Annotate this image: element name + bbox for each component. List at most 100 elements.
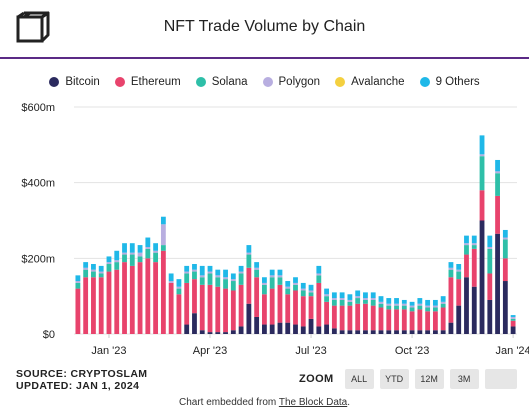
- bar-segment-bitcoin[interactable]: [355, 330, 361, 334]
- bar-segment-ethereum[interactable]: [129, 265, 135, 334]
- bar-segment-solana[interactable]: [417, 305, 423, 310]
- bar-segment-ethereum[interactable]: [246, 267, 252, 304]
- bar-segment-ethereum[interactable]: [464, 254, 469, 278]
- bar-segment-solana[interactable]: [98, 273, 104, 278]
- bar-segment-polygon[interactable]: [277, 275, 283, 278]
- bar-segment-polygon[interactable]: [502, 237, 508, 240]
- bar-segment-ethereum[interactable]: [386, 309, 392, 331]
- bar-segment-solana[interactable]: [479, 156, 485, 191]
- bar-segment-solana[interactable]: [378, 303, 384, 308]
- bar-segment-polygon[interactable]: [386, 303, 392, 306]
- zoom-12m-button[interactable]: 12M: [414, 369, 444, 389]
- bar-segment-solana[interactable]: [448, 269, 454, 278]
- bar-segment-solana[interactable]: [425, 307, 431, 312]
- bar-segment-solana[interactable]: [331, 299, 337, 306]
- bar-segment-solana[interactable]: [114, 262, 120, 270]
- bar-segment-9-others[interactable]: [339, 292, 345, 299]
- zoom-all-button[interactable]: ALL: [344, 369, 374, 389]
- bar-segment-polygon[interactable]: [316, 273, 322, 276]
- bar-segment-bitcoin[interactable]: [215, 332, 221, 334]
- bar-segment-polygon[interactable]: [355, 296, 361, 299]
- bar-segment-bitcoin[interactable]: [425, 330, 431, 334]
- bar-segment-bitcoin[interactable]: [394, 330, 399, 334]
- bar-segment-polygon[interactable]: [160, 224, 166, 246]
- bar-segment-9-others[interactable]: [160, 216, 166, 225]
- bar-segment-ethereum[interactable]: [487, 273, 493, 300]
- bar-segment-solana[interactable]: [254, 269, 260, 278]
- bar-segment-solana[interactable]: [502, 239, 508, 259]
- bar-segment-9-others[interactable]: [199, 265, 205, 276]
- legend-item-9-others[interactable]: 9 Others: [419, 76, 480, 88]
- bar-segment-polygon[interactable]: [192, 269, 197, 272]
- bar-segment-polygon[interactable]: [106, 262, 112, 265]
- bar-segment-solana[interactable]: [75, 282, 81, 289]
- bar-segment-solana[interactable]: [153, 252, 159, 263]
- bar-segment-9-others[interactable]: [285, 281, 291, 287]
- bar-segment-9-others[interactable]: [230, 273, 236, 280]
- bar-segment-9-others[interactable]: [308, 284, 314, 291]
- bar-segment-ethereum[interactable]: [417, 309, 423, 331]
- bar-segment-bitcoin[interactable]: [440, 330, 446, 334]
- bar-segment-solana[interactable]: [122, 254, 127, 263]
- bar-segment-bitcoin[interactable]: [510, 326, 516, 334]
- bar-segment-9-others[interactable]: [464, 235, 469, 244]
- bar-segment-9-others[interactable]: [184, 265, 190, 272]
- bar-segment-ethereum[interactable]: [153, 262, 159, 334]
- bar-segment-solana[interactable]: [409, 307, 415, 312]
- bar-segment-solana[interactable]: [262, 284, 267, 295]
- bar-segment-ethereum[interactable]: [176, 294, 182, 334]
- bar-segment-9-others[interactable]: [106, 256, 112, 263]
- bar-segment-bitcoin[interactable]: [184, 324, 190, 334]
- bar-segment-solana[interactable]: [223, 279, 228, 289]
- bar-segment-ethereum[interactable]: [269, 288, 275, 325]
- bar-segment-ethereum[interactable]: [448, 277, 454, 323]
- bar-segment-9-others[interactable]: [192, 264, 197, 270]
- bar-segment-solana[interactable]: [176, 288, 182, 295]
- bar-segment-9-others[interactable]: [168, 273, 174, 282]
- bar-segment-polygon[interactable]: [129, 252, 135, 255]
- bar-segment-9-others[interactable]: [471, 235, 477, 244]
- bar-segment-9-others[interactable]: [300, 282, 306, 289]
- bar-segment-ethereum[interactable]: [363, 303, 368, 331]
- bar-segment-9-others[interactable]: [262, 277, 267, 283]
- bar-segment-solana[interactable]: [394, 305, 399, 310]
- bar-segment-ethereum[interactable]: [293, 290, 298, 325]
- bar-segment-solana[interactable]: [401, 305, 407, 310]
- bar-segment-9-others[interactable]: [207, 265, 213, 272]
- bar-segment-polygon[interactable]: [91, 269, 96, 272]
- the-block-data-link[interactable]: The Block Data: [278, 397, 348, 408]
- bar-segment-9-others[interactable]: [254, 262, 260, 268]
- bar-segment-polygon[interactable]: [308, 290, 314, 293]
- bar-segment-solana[interactable]: [300, 290, 306, 297]
- bar-segment-ethereum[interactable]: [254, 277, 260, 317]
- bar-segment-ethereum[interactable]: [262, 294, 267, 325]
- bar-segment-polygon[interactable]: [215, 275, 221, 278]
- bar-segment-solana[interactable]: [308, 292, 314, 297]
- bar-segment-polygon[interactable]: [230, 279, 236, 282]
- legend-item-ethereum[interactable]: Ethereum: [114, 76, 181, 88]
- bar-segment-solana[interactable]: [471, 245, 477, 249]
- bar-segment-ethereum[interactable]: [230, 290, 236, 331]
- bar-segment-9-others[interactable]: [510, 315, 516, 317]
- bar-segment-polygon[interactable]: [464, 243, 469, 246]
- bar-segment-polygon[interactable]: [448, 267, 454, 270]
- bar-segment-9-others[interactable]: [355, 290, 361, 297]
- bar-segment-ethereum[interactable]: [378, 307, 384, 331]
- bar-segment-solana[interactable]: [386, 305, 392, 310]
- bar-segment-polygon[interactable]: [246, 252, 252, 255]
- bar-segment-solana[interactable]: [230, 281, 236, 291]
- bar-segment-ethereum[interactable]: [160, 250, 166, 334]
- bar-segment-solana[interactable]: [207, 273, 213, 285]
- bar-segment-ethereum[interactable]: [479, 190, 485, 221]
- bar-segment-bitcoin[interactable]: [487, 299, 493, 334]
- bar-segment-solana[interactable]: [277, 277, 283, 285]
- bar-segment-9-others[interactable]: [347, 294, 353, 300]
- bar-segment-9-others[interactable]: [363, 292, 368, 299]
- bar-segment-bitcoin[interactable]: [238, 326, 244, 334]
- bar-segment-solana[interactable]: [316, 275, 322, 283]
- bar-segment-polygon[interactable]: [425, 305, 431, 308]
- bar-segment-solana[interactable]: [495, 173, 500, 196]
- bar-segment-ethereum[interactable]: [277, 284, 283, 323]
- bar-segment-bitcoin[interactable]: [308, 318, 314, 334]
- bar-segment-9-others[interactable]: [440, 296, 446, 302]
